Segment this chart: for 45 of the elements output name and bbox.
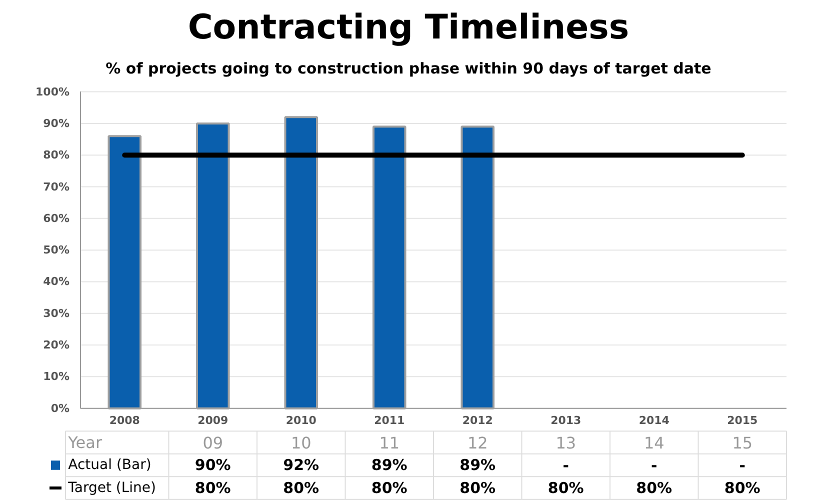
data-label: 80%	[371, 478, 408, 497]
data-label: 80%	[548, 478, 584, 497]
text: 09	[202, 433, 224, 452]
y-tick-label: 70%	[43, 180, 70, 194]
data-label: 92%	[283, 456, 320, 474]
data-label: 89%	[460, 456, 496, 474]
y-tick-label: 100%	[36, 85, 70, 98]
text: -	[562, 456, 569, 475]
y-tick-label: 50%	[43, 244, 70, 257]
text: 14	[644, 433, 664, 452]
chart-title: Contracting Timeliness	[188, 8, 630, 48]
data-label: 80%	[283, 478, 320, 497]
y-tick-label: 0%	[50, 402, 70, 415]
x-tick-label: 2008	[109, 414, 140, 428]
x-tick-label: 2012	[462, 414, 493, 428]
data-label: 80%	[460, 478, 496, 497]
y-tick-label: 90%	[43, 116, 70, 130]
text: 12	[467, 433, 488, 452]
text: Year	[67, 432, 102, 452]
x-tick-label: 2011	[374, 414, 405, 428]
y-tick-label: 20%	[43, 338, 70, 352]
text: 15	[732, 433, 753, 452]
x-tick-label: 2010	[286, 414, 317, 428]
y-tick-label: 80%	[43, 148, 70, 162]
text: -	[651, 456, 658, 475]
legend-label: Target (Line)	[67, 480, 156, 496]
chart-subtitle: % of projects going to construction phase within 90 days of target date	[106, 60, 712, 78]
y-tick-label: 30%	[43, 306, 70, 320]
x-tick-label: 2014	[638, 414, 670, 428]
data-label: 89%	[371, 456, 408, 474]
x-tick-label: 2009	[198, 414, 228, 428]
y-tick-label: 40%	[43, 275, 70, 288]
data-label: 90%	[194, 456, 231, 474]
x-tick-label: 2013	[550, 414, 582, 428]
y-tick-label: 60%	[43, 212, 70, 225]
text: 10	[290, 433, 312, 452]
data-label: 80%	[194, 478, 231, 497]
text: 11	[379, 433, 400, 452]
x-tick-label: 2015	[727, 414, 758, 428]
text: 13	[556, 433, 576, 452]
data-label: 80%	[636, 478, 672, 497]
y-tick-label: 10%	[43, 370, 70, 384]
text: -	[739, 456, 746, 475]
legend-label: Actual (Bar)	[68, 457, 152, 474]
data-label: 80%	[724, 478, 760, 497]
